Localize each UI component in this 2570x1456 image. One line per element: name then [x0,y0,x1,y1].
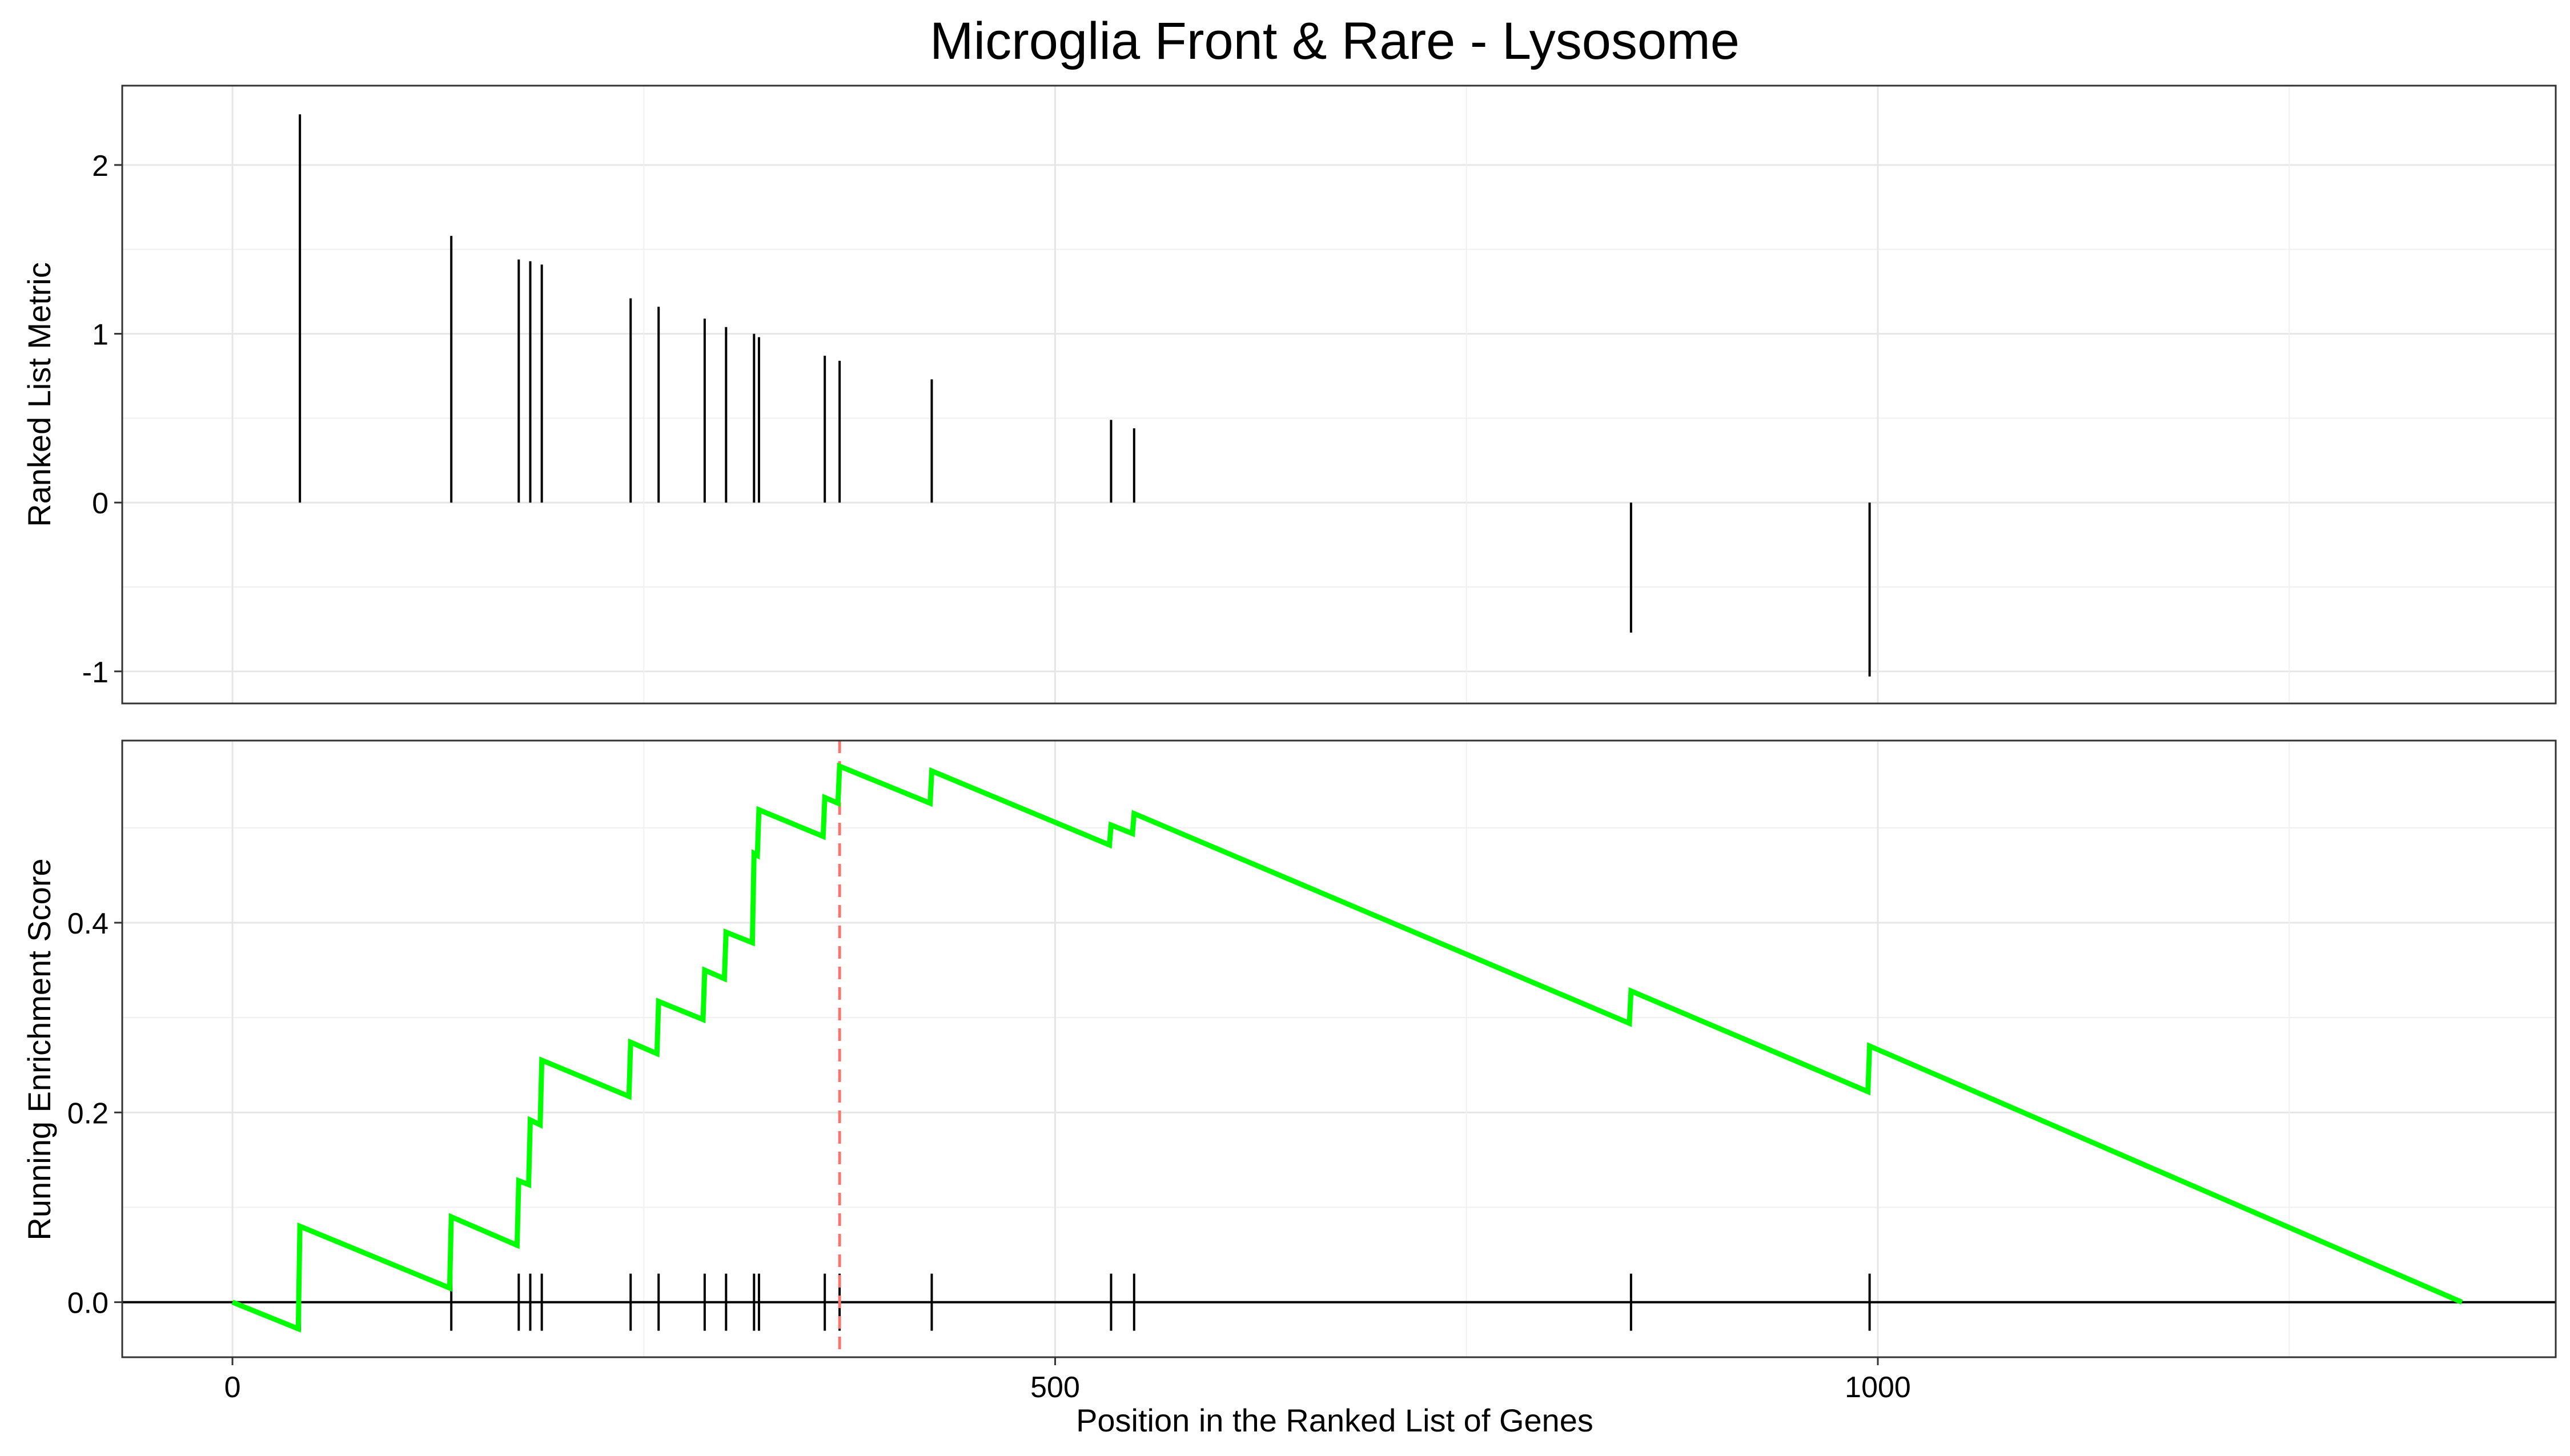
y-tick-label: 1 [92,319,109,352]
y-tick-label: 2 [92,150,109,183]
top-grid [122,86,2556,703]
ranked-metric-panel: -1 0 1 2 Ranked List Metric [21,85,2557,705]
x-tick-label: 500 [1030,1371,1080,1404]
y-tick-label: 0.0 [67,1287,109,1320]
bottom-y-axis-label: Running Enrichment Score [21,858,57,1240]
x-tick-label: 1000 [1845,1371,1911,1404]
ranked-metric-bars [299,114,1871,677]
y-tick-label: 0.2 [67,1097,109,1130]
top-y-ticks: -1 0 1 2 [82,150,122,689]
top-panel-border [121,85,2557,705]
bottom-x-ticks: 0 500 1000 [224,1357,1911,1404]
chart-title: Microglia Front & Rare - Lysosome [930,12,1740,70]
x-tick-label: 0 [224,1371,241,1404]
running-es-line [231,762,2463,1333]
y-tick-label: -1 [82,656,109,689]
y-tick-label: 0 [92,487,109,520]
running-es-panel: 0.0 0.2 0.4 0 500 1000 Running Enrichment Sc… [21,739,2557,1438]
x-axis-label: Position in the Ranked List of Genes [1076,1402,1593,1438]
bottom-panel-border [121,739,2557,1358]
top-y-axis-label: Ranked List Metric [21,262,57,527]
bottom-y-ticks: 0.0 0.2 0.4 [67,907,122,1320]
y-tick-label: 0.4 [67,907,109,940]
bottom-grid [122,741,2556,1357]
